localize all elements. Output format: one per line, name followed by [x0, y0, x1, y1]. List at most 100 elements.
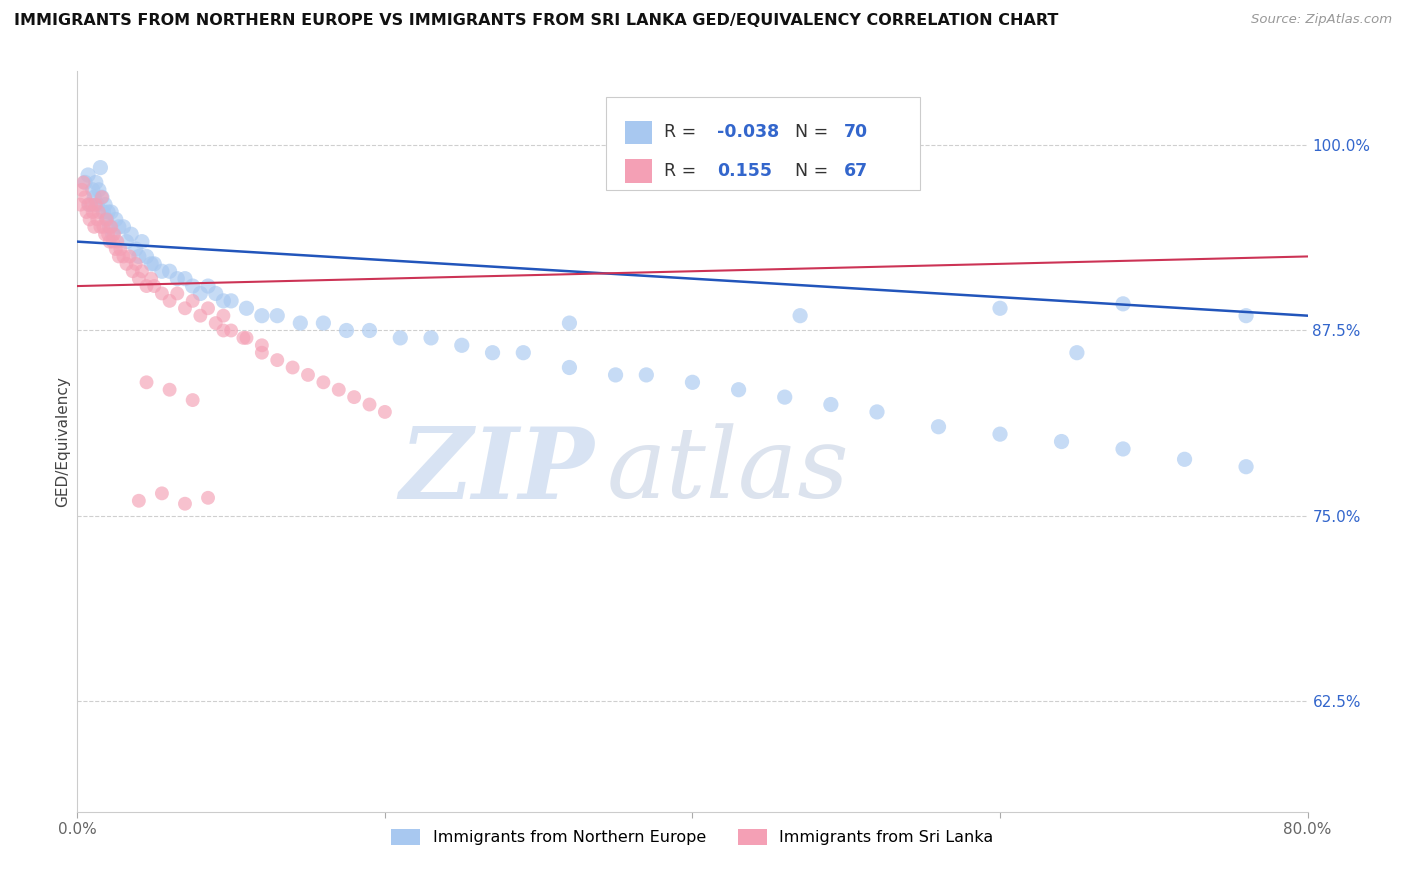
Point [219, 324, 242, 338]
Point [141, 271, 163, 285]
Point [104, 242, 127, 256]
Point [773, 390, 796, 404]
Point [79, 197, 101, 211]
Point [212, 324, 235, 338]
Point [197, 279, 219, 293]
Point [159, 383, 181, 397]
Point [1174, 452, 1197, 467]
Point [82, 205, 104, 219]
Bar [624, 120, 652, 145]
Point [188, 309, 212, 323]
FancyBboxPatch shape [606, 97, 920, 190]
Point [79, 212, 101, 227]
Point [87, 183, 110, 197]
Point [1112, 297, 1135, 311]
Point [150, 486, 173, 500]
Point [90, 190, 114, 204]
Point [1050, 434, 1073, 449]
Point [181, 293, 204, 308]
Point [93, 205, 115, 219]
Point [150, 264, 173, 278]
Point [86, 197, 108, 211]
Point [150, 286, 173, 301]
Point [389, 331, 412, 345]
Point [125, 257, 148, 271]
Point [98, 219, 121, 234]
Point [93, 219, 115, 234]
Point [450, 338, 472, 352]
Point [83, 219, 105, 234]
Y-axis label: GED/Equivalency: GED/Equivalency [55, 376, 70, 507]
Text: 0.155: 0.155 [717, 161, 772, 180]
Point [128, 493, 150, 508]
Point [250, 309, 273, 323]
Point [89, 219, 111, 234]
Point [97, 205, 120, 219]
Point [235, 301, 257, 316]
Point [72, 176, 94, 190]
Point [84, 197, 107, 211]
Point [232, 331, 254, 345]
Point [73, 176, 96, 190]
Text: 67: 67 [844, 161, 868, 180]
Bar [624, 159, 652, 183]
Point [789, 309, 811, 323]
Point [118, 249, 141, 264]
Point [166, 286, 188, 301]
Point [212, 293, 235, 308]
Point [94, 197, 117, 211]
Point [988, 301, 1011, 316]
Point [197, 491, 219, 505]
Point [101, 227, 124, 242]
Point [290, 316, 312, 330]
Point [76, 205, 98, 219]
Point [166, 271, 188, 285]
Point [77, 168, 100, 182]
Point [69, 197, 91, 211]
Point [96, 212, 118, 227]
Text: N =: N = [794, 161, 834, 180]
Text: Source: ZipAtlas.com: Source: ZipAtlas.com [1251, 13, 1392, 27]
Point [94, 227, 117, 242]
Point [374, 405, 396, 419]
Point [266, 353, 288, 368]
Point [174, 497, 197, 511]
Point [297, 368, 319, 382]
Point [204, 316, 226, 330]
Point [1066, 345, 1088, 359]
Point [188, 286, 212, 301]
Point [359, 398, 381, 412]
Point [141, 257, 163, 271]
Point [181, 393, 204, 408]
Point [131, 264, 153, 278]
Text: atlas: atlas [606, 424, 849, 519]
Point [80, 197, 103, 211]
Point [359, 324, 381, 338]
Text: N =: N = [794, 123, 834, 142]
Point [108, 219, 131, 234]
Point [174, 271, 197, 285]
Point [281, 360, 304, 375]
Point [420, 331, 443, 345]
Point [77, 197, 100, 211]
Point [143, 279, 166, 293]
Point [104, 212, 127, 227]
Point [115, 257, 138, 271]
Point [312, 376, 335, 390]
Point [558, 360, 581, 375]
Point [98, 235, 121, 249]
Point [128, 249, 150, 264]
Text: ZIP: ZIP [399, 423, 595, 519]
Point [181, 279, 204, 293]
Point [112, 249, 135, 264]
Point [266, 309, 288, 323]
Point [1234, 459, 1257, 474]
Point [125, 242, 148, 256]
Point [110, 242, 132, 256]
Point [159, 293, 181, 308]
Point [512, 345, 534, 359]
Point [866, 405, 889, 419]
Point [928, 419, 950, 434]
Point [89, 161, 111, 175]
Point [212, 309, 235, 323]
